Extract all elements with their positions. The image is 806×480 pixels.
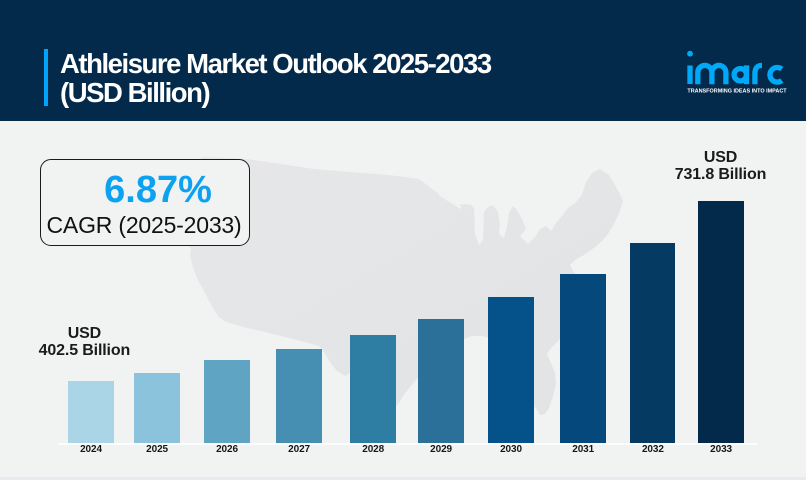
svg-text:TRANSFORMING IDEAS INTO IMPACT: TRANSFORMING IDEAS INTO IMPACT — [687, 88, 787, 94]
